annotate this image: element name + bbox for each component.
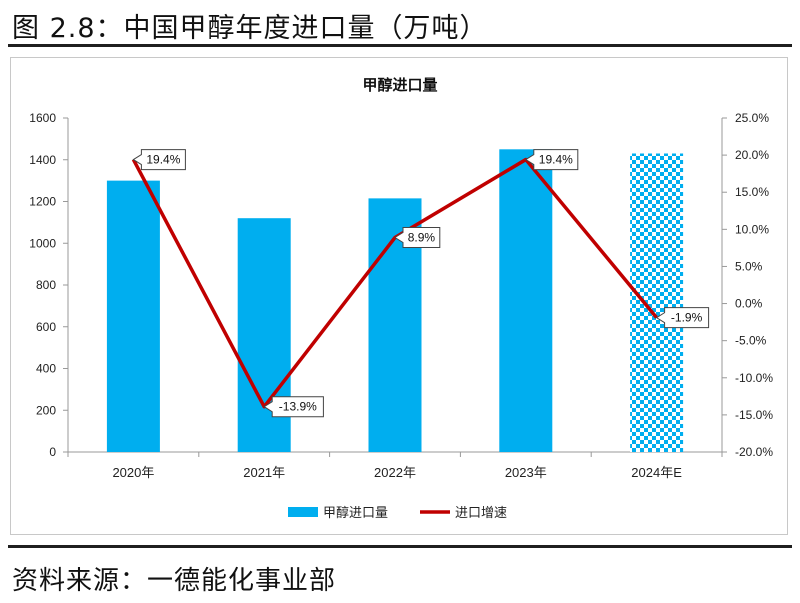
callout-text: -13.9% — [279, 400, 317, 414]
y-left-tick-label: 1000 — [29, 236, 56, 250]
y-right-tick-label: 10.0% — [735, 222, 769, 236]
legend: 甲醇进口量 进口增速 — [288, 505, 507, 520]
y-left-tick-label: 400 — [36, 362, 56, 376]
bar-2024年E — [630, 153, 684, 453]
x-tick-label: 2024年E — [631, 465, 682, 480]
data-label-2021年: -13.9% — [263, 396, 324, 418]
callout-text: 8.9% — [408, 230, 436, 244]
top-rule — [8, 44, 792, 47]
y-left-tick-label: 800 — [36, 278, 56, 292]
callout-text: -1.9% — [671, 311, 703, 325]
y-right-tick-label: 15.0% — [735, 185, 769, 199]
data-labels: 19.4% -13.9% 8.9% 19.4% -1.9% — [132, 149, 710, 418]
callout-text: 19.4% — [146, 153, 180, 167]
chart-frame — [10, 57, 788, 535]
axes: 0 200 400 600 800 1000 1200 1400 1600 -20.0% -15.0… — [29, 111, 773, 480]
data-label-2022年: 8.9% — [394, 226, 441, 248]
y-right-tick-label: 0.0% — [735, 297, 763, 311]
x-tick-label: 2023年 — [505, 465, 547, 480]
y-right-tick-label: 5.0% — [735, 259, 763, 273]
callout-box — [655, 307, 710, 329]
y-right-tick-label: 25.0% — [735, 111, 769, 125]
y-right-tick-label: -20.0% — [735, 445, 773, 459]
x-tick-label: 2021年 — [243, 465, 285, 480]
legend-bar-label: 甲醇进口量 — [323, 505, 388, 520]
callout-box — [132, 149, 186, 171]
bar-2020年 — [106, 180, 160, 452]
callout-box — [394, 226, 441, 248]
source-note: 资料来源：一德能化事业部 — [12, 566, 337, 596]
y-left-tick-label: 1600 — [29, 111, 56, 125]
y-left-tick-label: 0 — [49, 445, 56, 459]
bar-2023年 — [499, 149, 553, 452]
data-label-2024年E: -1.9% — [655, 307, 710, 329]
y-right-tick-label: -15.0% — [735, 408, 773, 422]
chart-title: 甲醇进口量 — [362, 76, 437, 94]
bottom-rule — [8, 545, 792, 548]
y-left-tick-label: 200 — [36, 403, 56, 417]
y-right-tick-label: -5.0% — [735, 334, 767, 348]
y-right-tick-label: 20.0% — [735, 148, 769, 162]
data-label-2020年: 19.4% — [132, 149, 186, 171]
y-left-tick-label: 600 — [36, 320, 56, 334]
data-label-2023年: 19.4% — [524, 149, 579, 171]
x-tick-label: 2020年 — [112, 465, 154, 480]
figure-title: 图 2.8：中国甲醇年度进口量（万吨） — [12, 13, 488, 44]
y-left-tick-label: 1200 — [29, 195, 56, 209]
callout-box — [524, 149, 579, 171]
y-left-tick-label: 1400 — [29, 153, 56, 167]
callout-box — [263, 396, 324, 418]
legend-bar-swatch — [288, 507, 318, 517]
y-right-tick-label: -10.0% — [735, 371, 773, 385]
bars — [106, 149, 684, 453]
callout-text: 19.4% — [539, 153, 573, 167]
legend-line-label: 进口增速 — [455, 505, 507, 520]
x-tick-label: 2022年 — [374, 465, 416, 480]
